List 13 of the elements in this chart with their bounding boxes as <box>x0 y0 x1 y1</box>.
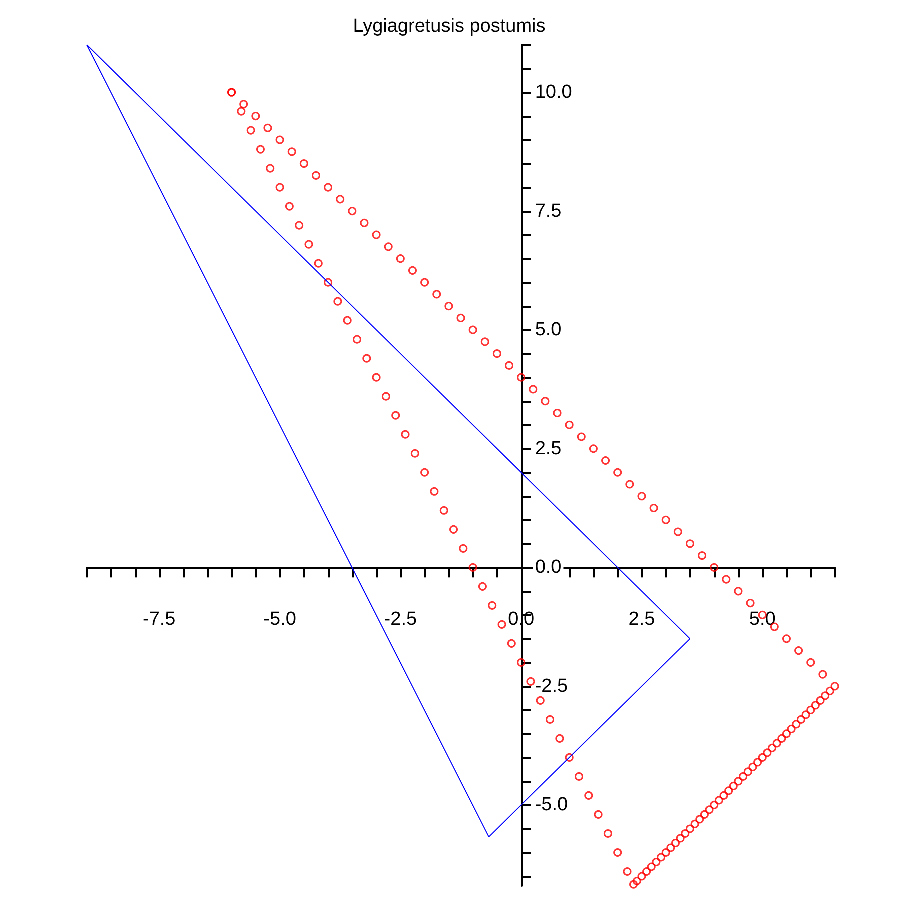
y-tick-label: -5.0 <box>535 794 568 816</box>
x-tick-label: -7.5 <box>143 609 176 630</box>
y-tick-label: 0.0 <box>535 557 562 578</box>
x-tick-label: 5.0 <box>749 609 776 630</box>
y-tick-label: -2.5 <box>535 676 568 697</box>
y-tick-label: 7.5 <box>535 200 562 222</box>
y-tick-label: 5.0 <box>535 320 562 341</box>
x-tick-label: 2.5 <box>628 609 656 630</box>
x-tick-label: -5.0 <box>264 609 296 630</box>
chart-title: Lygiagretusis postumis <box>353 16 546 37</box>
x-tick-label: -2.5 <box>384 609 418 630</box>
y-tick-label: 2.5 <box>535 438 562 460</box>
y-tick-label: 10.0 <box>535 82 572 104</box>
